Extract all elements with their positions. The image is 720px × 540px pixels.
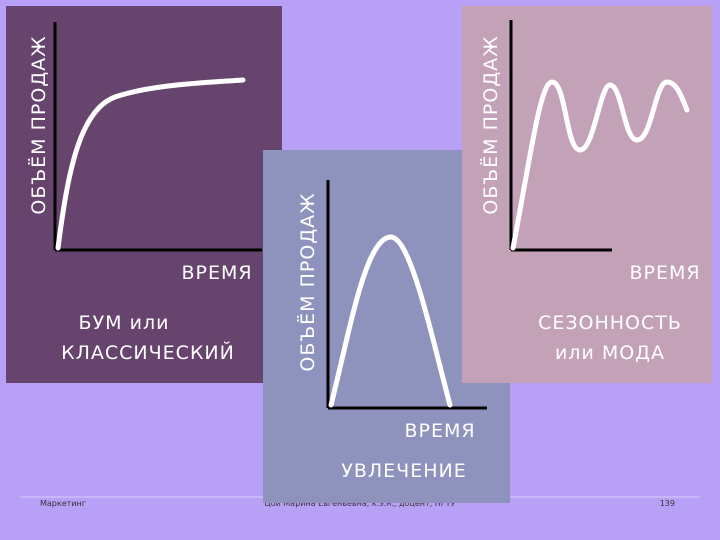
- x-label: ВРЕМЯ: [629, 262, 700, 284]
- caption: СЕЗОННОСТЬ: [538, 312, 682, 334]
- footer-center: Цой Марина Евгеньевна, к.э.н., доцент, Н…: [265, 499, 456, 508]
- footer-right: 139: [660, 499, 675, 508]
- y-label: ОБЪЁМ ПРОДАЖ: [27, 35, 50, 214]
- curve: [510, 79, 690, 251]
- panel-boom: ОБЪЁМ ПРОДАЖ ВРЕМЯ БУМ или КЛАССИЧЕСКИЙ: [6, 6, 282, 383]
- curve: [328, 234, 453, 408]
- panel-season: ОБЪЁМ ПРОДАЖ ВРЕМЯ СЕЗОННОСТЬ или МОДА: [462, 6, 712, 383]
- caption: БУМ или: [79, 312, 170, 334]
- caption: КЛАССИЧЕСКИЙ: [61, 341, 235, 364]
- panel-bg: [6, 6, 282, 383]
- x-label: ВРЕМЯ: [404, 420, 475, 442]
- y-label: ОБЪЁМ ПРОДАЖ: [479, 35, 502, 214]
- panel-bg: [462, 6, 712, 383]
- caption: или МОДА: [555, 342, 665, 364]
- y-label: ОБЪЁМ ПРОДАЖ: [296, 192, 319, 371]
- footer-left: Маркетинг: [40, 499, 86, 508]
- caption: УВЛЕЧЕНИЕ: [341, 460, 466, 482]
- x-label: ВРЕМЯ: [181, 262, 252, 284]
- curve: [55, 77, 246, 251]
